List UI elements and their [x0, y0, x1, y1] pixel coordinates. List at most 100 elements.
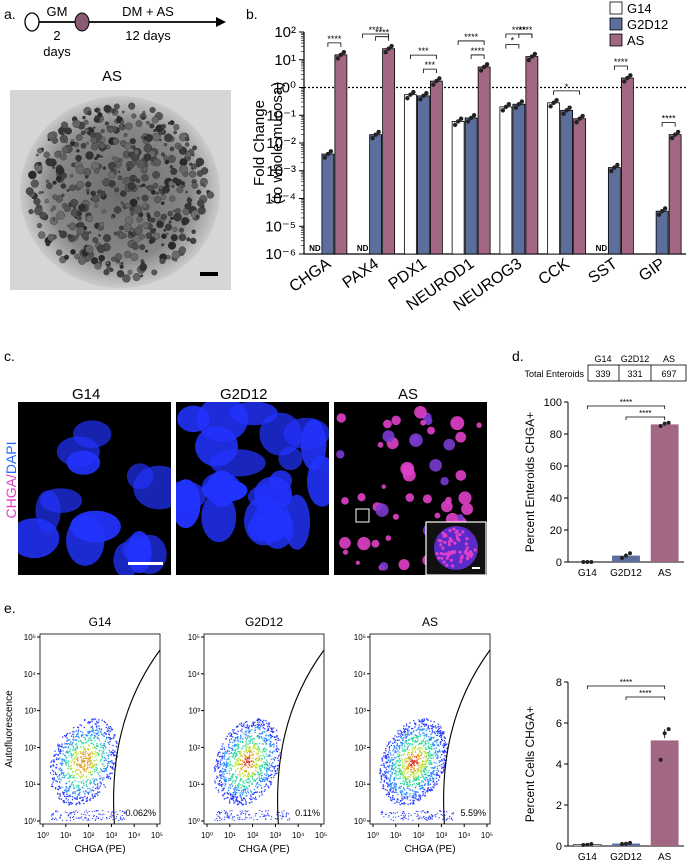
flow-event: [80, 817, 82, 819]
flow-event: [272, 727, 275, 729]
flow-event: [403, 784, 405, 786]
flow-event: [98, 738, 100, 740]
flow-event: [258, 724, 261, 726]
flow-event: [88, 761, 91, 763]
flow-event: [102, 746, 104, 749]
organoid: [136, 159, 146, 169]
flow-event: [112, 752, 115, 754]
flow-event: [221, 745, 223, 747]
flow-event: [272, 766, 274, 768]
gate-curve: [277, 649, 325, 825]
flow-event: [82, 755, 85, 757]
flow-event: [244, 814, 247, 816]
flow-event: [223, 757, 225, 760]
flow-event: [396, 739, 399, 741]
flow-event: [256, 778, 258, 780]
y-tick-label: 10³: [24, 707, 36, 716]
flow-event: [389, 759, 391, 761]
flow-event: [111, 760, 113, 762]
flow-event: [273, 776, 275, 779]
flow-event: [238, 800, 240, 803]
flow-event: [74, 749, 76, 751]
flow-event: [76, 758, 78, 760]
flow-event: [73, 753, 75, 756]
flow-event: [395, 775, 397, 777]
flow-event: [66, 737, 68, 739]
flow-event: [99, 760, 102, 762]
flow-event: [225, 765, 227, 767]
flow-event: [228, 779, 230, 781]
flow-event: [95, 763, 97, 765]
inset-cell: [442, 534, 446, 538]
flow-event: [242, 763, 244, 765]
flow-event: [59, 749, 61, 751]
flow-event: [228, 764, 230, 766]
flow-event: [88, 745, 91, 747]
flow-event: [72, 793, 74, 795]
flow-event: [71, 781, 73, 784]
x-tick-label: 10⁰: [37, 831, 49, 840]
flow-event: [436, 742, 438, 744]
flow-event: [79, 797, 81, 799]
flow-event: [254, 779, 256, 781]
flow-event: [59, 816, 61, 818]
flow-event: [430, 767, 432, 769]
flow-event: [380, 781, 382, 783]
flow-event: [248, 778, 250, 781]
flow-event: [74, 752, 76, 754]
organoid: [70, 139, 74, 143]
flow-event: [109, 760, 112, 763]
flow-event: [436, 767, 439, 769]
flow-event: [442, 751, 444, 753]
flow-event: [103, 732, 105, 734]
flow-event: [241, 804, 244, 806]
organoid: [69, 184, 76, 192]
flow-event: [422, 750, 425, 752]
x-tick-label: 10⁰: [367, 831, 379, 840]
y-tick-label: 6: [556, 718, 562, 730]
flow-event: [111, 751, 113, 754]
organoid-magenta: [391, 415, 401, 426]
flow-event: [215, 818, 218, 820]
organoid: [94, 156, 98, 161]
flow-event: [399, 786, 401, 788]
flow-event: [261, 758, 263, 760]
flow-event: [396, 791, 398, 794]
flow-event: [81, 752, 83, 755]
flow-event: [404, 749, 406, 751]
flow-event: [270, 730, 272, 733]
table-value-g14: 339: [595, 369, 610, 379]
flow-event: [403, 768, 405, 770]
organoid-blue: [113, 542, 140, 575]
flow-event: [426, 718, 428, 720]
flow-event: [270, 727, 272, 729]
organoid: [94, 108, 99, 113]
flow-event: [398, 746, 400, 748]
flow-event: [248, 773, 250, 775]
flow-event: [238, 763, 240, 765]
flow-event: [244, 789, 246, 791]
flow-event: [220, 748, 222, 750]
flow-event: [273, 731, 275, 733]
flow-event: [239, 816, 241, 818]
flow-event: [231, 777, 233, 780]
flow-event: [224, 785, 226, 787]
flow-event: [427, 788, 429, 790]
flow-event: [214, 819, 216, 821]
flow-event: [443, 764, 445, 766]
flow-event: [426, 765, 428, 768]
flow-event: [243, 751, 245, 753]
flow-event: [101, 755, 103, 757]
flow-event: [273, 746, 275, 748]
gm-days-line2: days: [43, 44, 71, 59]
flow-event: [390, 788, 392, 790]
flow-event: [225, 738, 227, 740]
flow-event: [403, 753, 405, 755]
organoid: [153, 228, 157, 231]
significance-bracket: [375, 36, 390, 41]
flow-event: [80, 724, 83, 727]
flow-event: [104, 721, 106, 724]
flow-event: [393, 787, 395, 789]
flow-event: [405, 767, 408, 769]
flow-event: [242, 789, 244, 791]
